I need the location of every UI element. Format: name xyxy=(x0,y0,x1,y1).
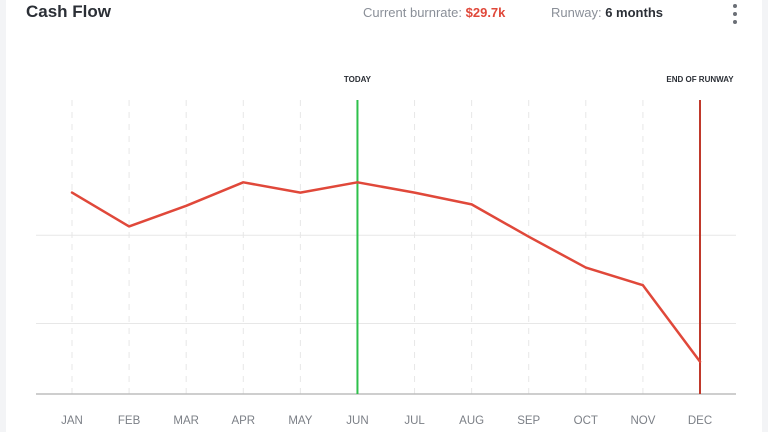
x-tick-label: APR xyxy=(231,415,255,427)
today-marker-label: TODAY xyxy=(344,75,372,84)
more-vertical-icon[interactable] xyxy=(728,4,742,24)
x-tick-label: DEC xyxy=(688,415,712,427)
x-tick-label: FEB xyxy=(118,415,141,427)
x-tick-label: OCT xyxy=(574,415,598,427)
runway-metric: Runway: 6 months xyxy=(551,5,663,20)
runway-value: 6 months xyxy=(605,5,663,20)
x-tick-label: MAY xyxy=(288,415,312,427)
cash-flow-card: Cash Flow Current burnrate: $29.7k Runwa… xyxy=(6,0,762,432)
menu-dot xyxy=(733,12,737,16)
x-tick-label: JUL xyxy=(404,415,425,427)
card-header: Cash Flow Current burnrate: $29.7k Runwa… xyxy=(6,0,762,28)
markers: TODAY END OF RUNWAY xyxy=(344,75,734,394)
x-tick-label: SEP xyxy=(517,415,540,427)
series-line xyxy=(70,181,702,363)
end-of-runway-marker-label: END OF RUNWAY xyxy=(666,75,734,84)
x-tick-label: MAR xyxy=(173,415,199,427)
menu-dot xyxy=(733,4,737,8)
x-tick-label: NOV xyxy=(630,415,655,427)
x-tick-label: AUG xyxy=(459,415,484,427)
cash-flow-chart: TODAY END OF RUNWAY JAN FEB MAR APR MAY JUN JUL… xyxy=(36,75,736,427)
burnrate-label: Current burnrate: xyxy=(363,5,462,20)
x-tick-labels: JAN FEB MAR APR MAY JUN JUL AUG SEP OCT NOV DEC xyxy=(61,415,712,427)
burnrate-value: $29.7k xyxy=(465,5,506,20)
burnrate-metric: Current burnrate: $29.7k xyxy=(363,5,505,20)
menu-dot xyxy=(733,20,737,24)
cash-flow-line xyxy=(70,181,702,363)
x-tick-label: JUN xyxy=(346,415,368,427)
grid xyxy=(36,100,736,394)
card-title: Cash Flow xyxy=(26,2,112,21)
runway-label: Runway: xyxy=(551,5,602,20)
x-tick-label: JAN xyxy=(61,415,83,427)
